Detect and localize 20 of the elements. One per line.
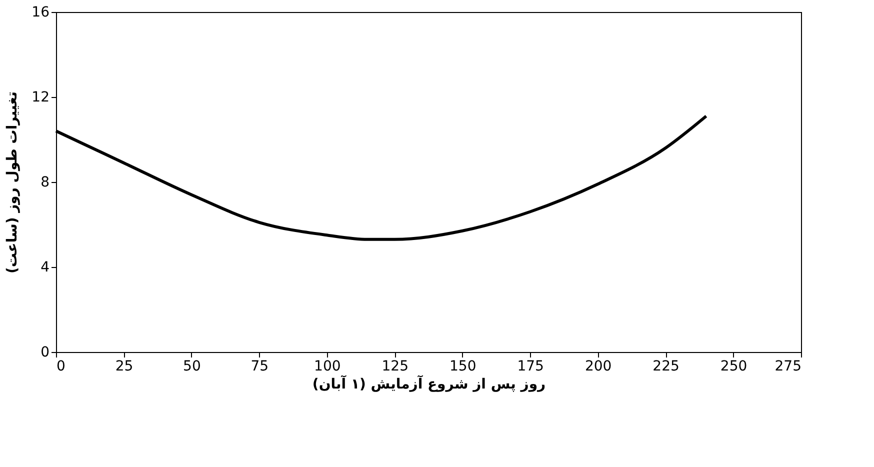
x-tick-label: 150: [449, 358, 476, 374]
y-tick-label: 0: [40, 344, 50, 360]
x-tick-label: 25: [115, 358, 134, 374]
y-tick-label: 12: [32, 90, 50, 106]
x-tick-label: 75: [250, 358, 269, 374]
x-tick-label: 250: [720, 358, 748, 374]
y-tick-label: 8: [40, 174, 50, 190]
x-tick-label: 225: [652, 358, 680, 374]
y-tick-label: 4: [40, 260, 50, 276]
x-axis-title: روز پس از شروع آزمایش (۱ آبان): [312, 374, 546, 392]
line-series: [54, 114, 708, 241]
x-tick-label: 175: [517, 358, 544, 374]
x-tick-label: 275: [774, 358, 802, 374]
y-tick-label: 16: [32, 4, 50, 20]
x-tick-label: 50: [183, 358, 201, 374]
x-tick-label: 200: [584, 358, 612, 374]
y-axis-title: تغییرات طول روز (ساعت): [4, 92, 21, 274]
x-tick-label: 0: [56, 358, 66, 374]
x-tick-label: 100: [314, 358, 341, 374]
x-tick-label: 125: [382, 358, 409, 374]
